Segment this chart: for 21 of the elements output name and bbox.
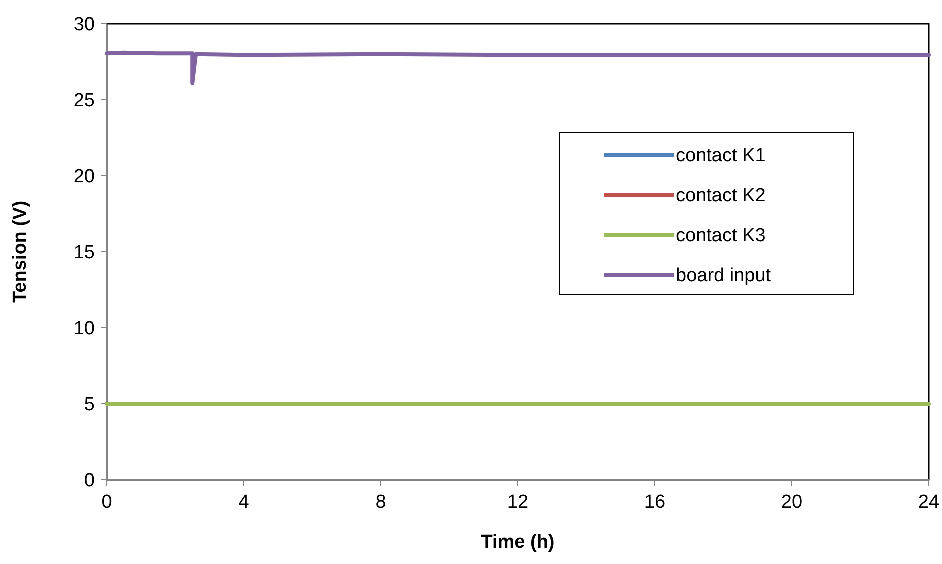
y-tick-label: 5 bbox=[84, 394, 95, 416]
x-tick-label: 20 bbox=[781, 492, 803, 513]
y-tick-label: 25 bbox=[74, 90, 95, 112]
x-tick-label: 24 bbox=[918, 492, 940, 513]
legend-label: contact K1 bbox=[676, 146, 766, 167]
x-tick-label: 8 bbox=[376, 492, 386, 513]
x-tick-label: 16 bbox=[644, 492, 666, 513]
y-tick-label: 10 bbox=[74, 318, 95, 340]
legend-label: contact K2 bbox=[676, 186, 766, 207]
y-tick-label: 30 bbox=[74, 14, 95, 36]
legend-label: contact K3 bbox=[676, 226, 766, 247]
y-axis-title: Tension (V) bbox=[10, 200, 31, 304]
x-tick-label: 12 bbox=[507, 492, 529, 513]
x-tick-label: 0 bbox=[102, 492, 112, 513]
x-tick-label: 4 bbox=[238, 492, 250, 513]
line-series bbox=[105, 50, 931, 86]
y-tick-label: 0 bbox=[84, 470, 95, 492]
legend-label: board input bbox=[676, 266, 772, 287]
x-axis-title: Time (h) bbox=[481, 532, 555, 553]
y-tick-label: 15 bbox=[74, 242, 95, 264]
y-tick-label: 20 bbox=[74, 166, 95, 188]
